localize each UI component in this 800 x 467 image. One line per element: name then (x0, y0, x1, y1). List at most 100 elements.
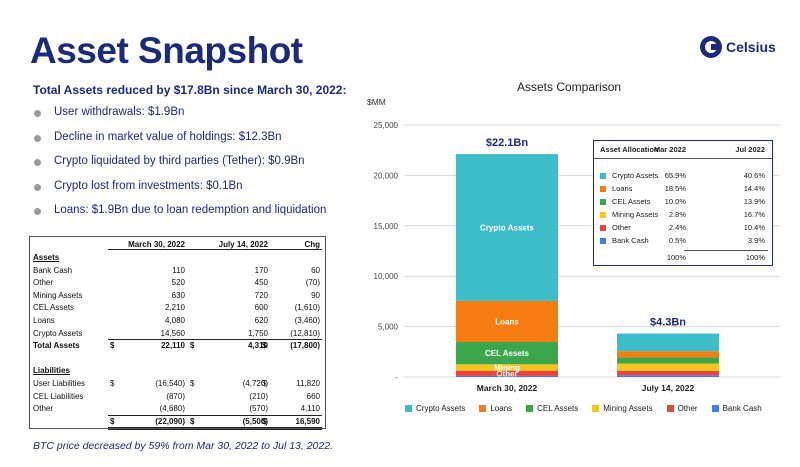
value-jul-2022: 1,750 (247, 328, 268, 338)
column-header: March 30, 2022 (128, 240, 185, 249)
chart-title: Assets Comparison (517, 80, 622, 94)
allocation-rule (594, 158, 772, 159)
value-change: (70) (305, 278, 320, 288)
bar-total-label: $22.1Bn (486, 137, 528, 149)
allocation-swatch-icon (600, 186, 606, 192)
allocation-total-jul: 100% (745, 253, 765, 262)
value-jul-2022: (210) (249, 391, 268, 401)
value-mar-2022: 110 (172, 265, 185, 275)
bar-segment (617, 375, 719, 377)
summary-bullet-list: User withdrawals: $1.9Bn Decline in mark… (34, 106, 326, 229)
allocation-swatch-icon (600, 225, 606, 231)
table-row: Crypto Assets 14,560 1,750 (12,810) (30, 328, 325, 341)
x-tick-label: July 14, 2022 (642, 383, 695, 393)
table-rule (188, 339, 268, 341)
value-jul-2022: 620 (254, 316, 268, 325)
value-change: (1,610) (294, 303, 320, 313)
currency-symbol: $ (110, 416, 115, 426)
segment-label: Loans (495, 317, 519, 326)
assets-comparison-chart: Assets Comparison $MM - 5,000 10,000 15,000… (360, 70, 790, 460)
allocation-jul: 14.4% (743, 184, 765, 193)
table-row: Loans 4,080 620 (3,460) (30, 315, 325, 328)
row-label: Loans (33, 316, 55, 325)
row-label: Mining Assets (33, 290, 83, 300)
row-label: Total Assets (33, 341, 80, 351)
allocation-row: Loans 18.5% 14.4% (594, 184, 772, 196)
value-change: 4,110 (300, 404, 320, 414)
table-rule (108, 429, 188, 431)
table-row: Total Assets $ $ $22,110 4,310 (17,800) (30, 340, 325, 353)
value-jul-2022: (4,720) (242, 379, 268, 388)
table-row: Other (4,680) (570) 4,110 (30, 403, 325, 416)
value-mar-2022: 4,080 (164, 316, 185, 325)
currency-symbol: $ (190, 341, 195, 351)
row-label: CEL Liabilities (33, 391, 84, 401)
row-label: Other (33, 278, 54, 288)
table-row (30, 353, 325, 366)
value-change: (12,810) (290, 328, 320, 338)
allocation-row: CEL Assets 10.0% 13.9% (594, 197, 772, 209)
bullet-item: User withdrawals: $1.9Bn (34, 106, 326, 131)
legend-item: Loans (479, 404, 512, 413)
legend-swatch-icon (592, 405, 600, 412)
allocation-name: Crypto Assets (612, 171, 659, 180)
value-mar-2022: 14,560 (160, 328, 185, 338)
value-change: 60 (311, 265, 320, 275)
legend-swatch-icon (479, 405, 487, 412)
legend-swatch-icon (711, 405, 719, 412)
bar-segment (617, 357, 719, 364)
legend-swatch-icon (405, 405, 412, 412)
legend-item: Other (666, 404, 698, 413)
currency-symbol: $ (262, 341, 267, 351)
value-change: (17,800) (290, 341, 320, 351)
balance-sheet-table: March 30, 2022 July 14, 2022 Chg Assets Bank… (29, 236, 326, 431)
table-rule (260, 414, 322, 416)
row-label: Bank Cash (33, 265, 73, 275)
allocation-rule (684, 250, 768, 251)
bar-segment (456, 154, 558, 301)
allocation-mar: 18.5% (664, 184, 686, 193)
table-row: Bank Cash 110 170 60 (30, 265, 325, 278)
value-jul-2022: 170 (254, 265, 268, 275)
brand-logo: Celsius (700, 36, 776, 58)
value-change: 11,820 (296, 379, 320, 388)
table-row: Other 520 450 (70) (30, 277, 325, 290)
bar-total-label: $4.3Bn (650, 317, 686, 329)
legend-label: Mining Assets (603, 404, 653, 413)
table-row: $ $ $ (22,090) (5,500) 16,590 (30, 416, 325, 429)
bar-segment (456, 375, 558, 377)
table-rule (188, 414, 268, 416)
allocation-jul: 13.9% (743, 197, 765, 206)
legend-label: CEL Assets (537, 404, 579, 413)
allocation-name: Loans (612, 184, 633, 193)
segment-label: Mining (494, 363, 520, 372)
allocation-header: Asset Allocation (600, 145, 659, 154)
value-change: 660 (306, 391, 320, 401)
allocation-header: Jul 2022 (735, 145, 765, 154)
value-mar-2022: 630 (171, 290, 185, 300)
legend-label: Loans (490, 404, 513, 413)
currency-symbol: $ (262, 416, 267, 426)
value-mar-2022: (22,090) (155, 416, 185, 426)
currency-symbol: $ (262, 379, 267, 388)
bar-segment (617, 351, 719, 358)
table-rule (108, 427, 188, 429)
allocation-mar: 10.0% (664, 197, 686, 206)
table-rule (260, 429, 322, 431)
bullet-item: Loans: $1.9Bn due to loan redemption and… (34, 204, 326, 229)
allocation-row: Crypto Assets 65.9% 40.6% (594, 171, 772, 183)
row-label: Crypto Assets (33, 328, 83, 338)
row-label: Other (33, 404, 54, 414)
legend-item: Crypto Assets (405, 404, 465, 413)
legend-item: Mining Assets (592, 404, 653, 413)
allocation-mar: 65.9% (664, 171, 686, 180)
segment-label: Crypto Assets (480, 224, 534, 233)
table-rule (108, 339, 188, 341)
legend-label: Crypto Assets (416, 404, 466, 413)
legend-label: Bank Cash (722, 404, 762, 413)
value-jul-2022: 720 (254, 290, 268, 300)
table-rule (108, 414, 188, 416)
table-rule (108, 249, 188, 250)
value-jul-2022: 450 (254, 278, 268, 288)
currency-symbol: $ (190, 416, 195, 426)
